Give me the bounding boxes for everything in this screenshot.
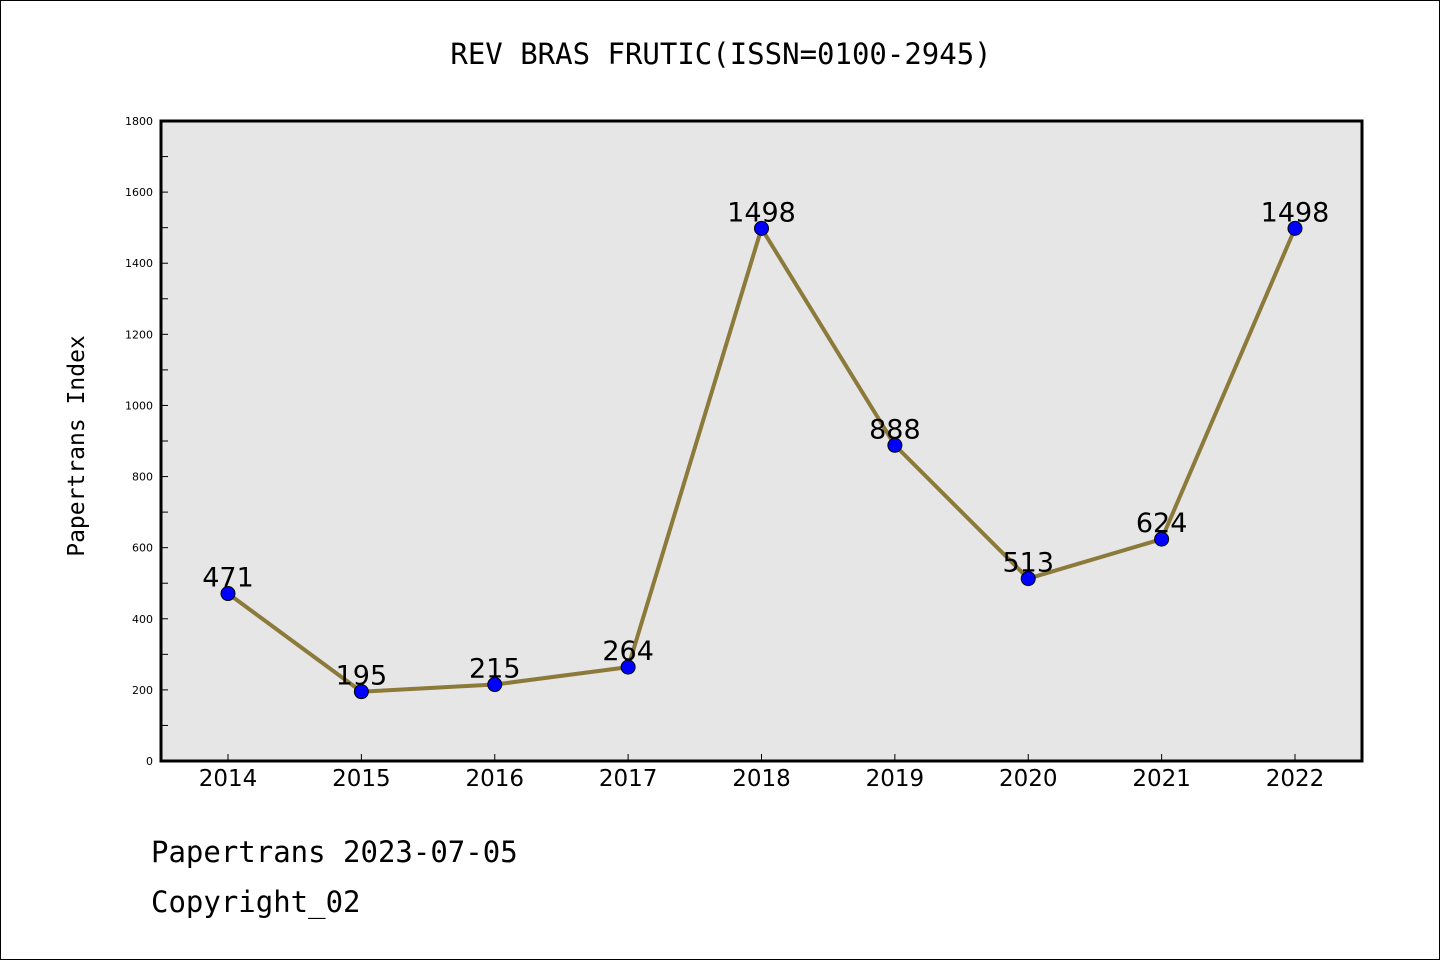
data-point: [754, 220, 769, 236]
y-axis: 0 200 400 600 800 1000 1200 1400 1600 1800: [125, 115, 168, 768]
y-tick-label: 1400: [125, 257, 153, 270]
y-tick-label: 1800: [125, 115, 153, 128]
chart-title: REV BRAS FRUTIC(ISSN=0100-2945): [450, 37, 992, 71]
data-point: [1020, 571, 1036, 587]
x-tick-label: 2014: [199, 766, 258, 792]
data-point: [887, 437, 903, 453]
x-tick-label: 2022: [1266, 766, 1325, 792]
y-tick-label: 600: [132, 542, 153, 555]
data-point: [620, 659, 636, 675]
y-tick-label: 1200: [125, 328, 153, 341]
footer-copyright: Copyright_02: [151, 885, 361, 919]
y-tick-label: 200: [132, 684, 153, 697]
y-tick-label: 400: [132, 613, 153, 626]
y-tick-label: 800: [132, 471, 153, 484]
data-label: 195: [336, 661, 388, 692]
data-label: 264: [602, 636, 654, 667]
data-point: [487, 677, 503, 693]
x-axis: 2014 2015 2016 2017 2018 2019 2020 2021 2022: [199, 754, 1325, 792]
data-label: 215: [469, 654, 521, 685]
x-tick-label: 2020: [999, 766, 1058, 792]
footer-date: Papertrans 2023-07-05: [151, 835, 518, 869]
data-point: [1287, 220, 1303, 236]
data-label: 513: [1002, 548, 1054, 579]
data-point: [353, 684, 369, 700]
data-label: 1498: [1261, 197, 1330, 228]
data-label-layer: 471 195 215 264 1498 888 513 624 1498: [202, 197, 1329, 691]
data-label: 1498: [727, 197, 796, 228]
y-tick-label: 1000: [125, 399, 153, 412]
data-point: [220, 586, 236, 602]
data-label: 888: [869, 414, 921, 445]
data-point: [1154, 531, 1170, 547]
x-tick-label: 2015: [332, 766, 391, 792]
x-tick-label: 2017: [599, 766, 658, 792]
data-label: 471: [202, 563, 254, 594]
marker-layer: [220, 220, 1303, 700]
y-tick-label: 1600: [125, 186, 153, 199]
x-tick-label: 2019: [866, 766, 925, 792]
data-label: 624: [1136, 508, 1188, 539]
x-tick-label: 2018: [732, 766, 791, 792]
x-tick-label: 2021: [1132, 766, 1191, 792]
x-tick-label: 2016: [465, 766, 524, 792]
y-tick-label: 0: [146, 755, 153, 768]
